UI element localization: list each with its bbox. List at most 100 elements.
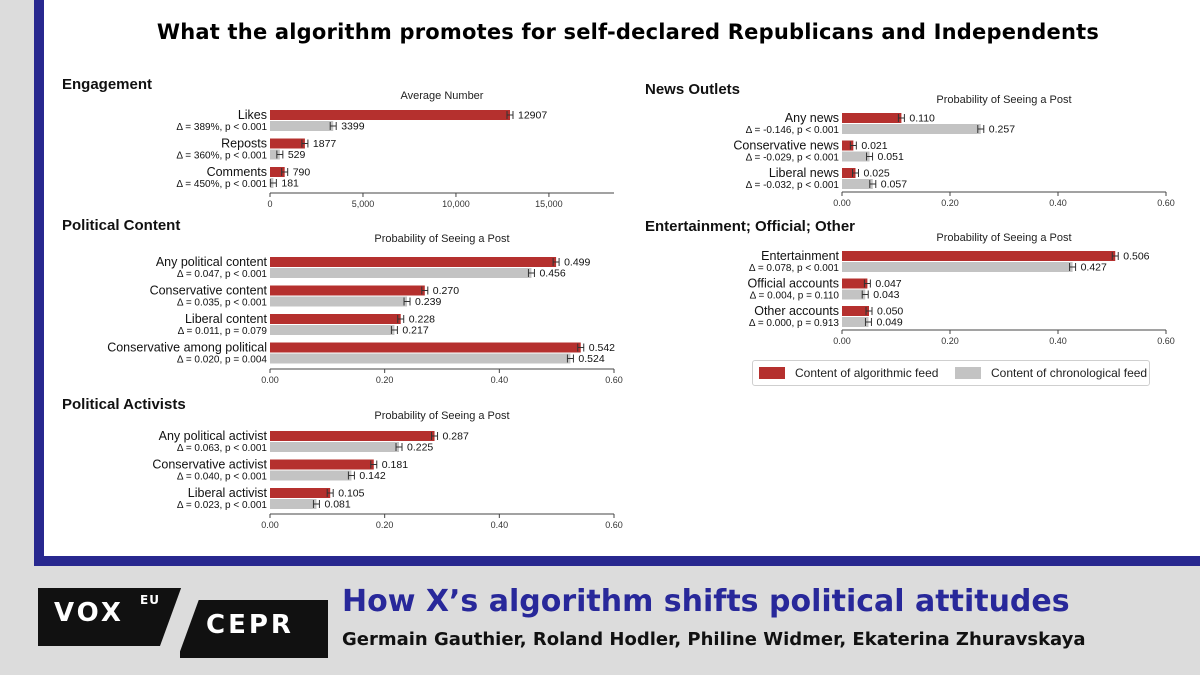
- logo-eu-text: EU: [140, 593, 160, 607]
- bar-algorithmic: [270, 167, 285, 177]
- logo-vox-text: VOX: [54, 598, 124, 628]
- data-label-algorithmic: 12907: [518, 110, 547, 122]
- data-label-algorithmic: 0.499: [564, 257, 590, 269]
- data-label-chronological: 0.051: [878, 151, 904, 163]
- category-stat: Δ = 0.011, p = 0.079: [178, 326, 268, 337]
- category-stat: Δ = -0.146, p < 0.001: [746, 125, 840, 136]
- x-tick-label: 0.00: [261, 520, 279, 530]
- data-label-chronological: 0.225: [407, 442, 433, 454]
- cepr-logo: [180, 600, 328, 658]
- data-label-chronological: 0.456: [539, 268, 565, 280]
- data-label-chronological: 0.057: [881, 179, 907, 191]
- data-label-chronological: 3399: [341, 121, 365, 133]
- category-label: Conservative among political: [107, 341, 267, 355]
- bar-algorithmic: [270, 257, 557, 267]
- category-label: Any news: [785, 111, 839, 125]
- bar-chronological: [842, 317, 869, 327]
- category-stat: Δ = 0.047, p < 0.001: [177, 269, 268, 280]
- bar-algorithmic: [270, 110, 511, 120]
- x-tick-label: 0: [267, 199, 272, 209]
- category-stat: Δ = 450%, p < 0.001: [176, 179, 267, 190]
- category-label: Comments: [207, 165, 267, 179]
- x-tick-label: 0.40: [491, 520, 509, 530]
- data-label-algorithmic: 0.050: [877, 306, 903, 318]
- chart-legend: Content of algorithmic feed Content of c…: [752, 360, 1150, 386]
- category-label: Other accounts: [754, 304, 839, 318]
- data-label-algorithmic: 0.025: [864, 168, 890, 180]
- bar-chronological: [270, 470, 352, 481]
- category-stat: Δ = 0.004, p = 0.110: [750, 291, 840, 302]
- data-label-algorithmic: 0.506: [1123, 251, 1149, 263]
- category-stat: Δ = -0.029, p < 0.001: [746, 153, 840, 164]
- x-tick-label: 0.20: [941, 198, 959, 208]
- x-tick-label: 0.40: [491, 375, 509, 385]
- x-tick-label: 0.20: [376, 520, 394, 530]
- x-tick-label: 0.60: [605, 520, 623, 530]
- bar-algorithmic: [842, 278, 868, 289]
- category-label: Liberal news: [769, 166, 839, 180]
- category-label: Entertainment: [761, 249, 839, 263]
- bar-algorithmic: [270, 285, 425, 296]
- legend-swatch-chronological: [955, 367, 981, 379]
- data-label-algorithmic: 0.021: [861, 140, 887, 152]
- data-label-chronological: 0.043: [873, 289, 899, 301]
- category-label: Any political content: [156, 255, 268, 269]
- data-label-chronological: 0.217: [402, 325, 428, 337]
- category-label: Liberal content: [185, 312, 268, 326]
- data-label-chronological: 529: [288, 149, 306, 161]
- x-tick-label: 5,000: [352, 199, 375, 209]
- data-label-chronological: 0.142: [359, 470, 385, 482]
- x-axis-label: Probability of Seeing a Post: [374, 410, 509, 422]
- x-axis-label: Probability of Seeing a Post: [936, 94, 1071, 106]
- panel-title: News Outlets: [645, 81, 740, 98]
- category-label: Any political activist: [159, 429, 268, 443]
- legend-label-chronological: Content of chronological feed: [991, 366, 1148, 380]
- data-label-algorithmic: 0.270: [433, 285, 459, 297]
- data-label-chronological: 181: [281, 178, 299, 190]
- category-label: Official accounts: [748, 277, 839, 291]
- legend-swatch-algorithmic: [759, 367, 785, 379]
- bar-algorithmic: [270, 488, 331, 498]
- bar-chronological: [270, 325, 395, 335]
- x-tick-label: 10,000: [442, 199, 470, 209]
- panel-title: Political Content: [62, 217, 180, 234]
- x-tick-label: 15,000: [535, 199, 563, 209]
- category-stat: Δ = 0.023, p < 0.001: [177, 500, 268, 511]
- bar-chronological: [270, 149, 280, 160]
- category-stat: Δ = -0.032, p < 0.001: [746, 180, 840, 191]
- bar-algorithmic: [270, 342, 581, 353]
- x-tick-label: 0.20: [376, 375, 394, 385]
- bar-algorithmic: [842, 251, 1116, 261]
- figure-panel: [44, 0, 1200, 556]
- x-tick-label: 0.20: [941, 336, 959, 346]
- logo-cepr-text: CEPR: [206, 610, 294, 640]
- bar-algorithmic: [842, 306, 869, 316]
- figure-title: What the algorithm promotes for self-dec…: [156, 20, 1100, 44]
- category-stat: Δ = 0.063, p < 0.001: [177, 443, 268, 454]
- legend-label-algorithmic: Content of algorithmic feed: [795, 366, 939, 380]
- x-tick-label: 0.00: [833, 198, 851, 208]
- category-stat: Δ = 389%, p < 0.001: [176, 122, 267, 133]
- x-tick-label: 0.40: [1049, 198, 1067, 208]
- x-tick-label: 0.00: [261, 375, 279, 385]
- category-stat: Δ = 360%, p < 0.001: [176, 151, 267, 162]
- data-label-algorithmic: 0.287: [443, 431, 469, 443]
- category-label: Liberal activist: [188, 486, 268, 500]
- category-label: Likes: [238, 108, 267, 122]
- data-label-chronological: 0.239: [415, 296, 441, 308]
- data-label-algorithmic: 0.542: [589, 342, 615, 354]
- footer-banner: VOX EU CEPR How X’s algorithm shifts pol…: [0, 566, 1200, 675]
- bar-chronological: [842, 289, 866, 300]
- bar-chronological: [270, 121, 334, 131]
- bar-chronological: [842, 262, 1073, 272]
- x-tick-label: 0.00: [833, 336, 851, 346]
- data-label-algorithmic: 0.110: [909, 113, 935, 125]
- panel-title: Engagement: [62, 76, 152, 93]
- bar-algorithmic: [270, 314, 401, 324]
- article-headline[interactable]: How X’s algorithm shifts political attit…: [342, 584, 1070, 619]
- bar-algorithmic: [842, 140, 854, 151]
- category-stat: Δ = 0.078, p < 0.001: [749, 263, 840, 274]
- bar-chronological: [270, 268, 532, 278]
- category-stat: Δ = 0.000, p = 0.913: [749, 318, 840, 329]
